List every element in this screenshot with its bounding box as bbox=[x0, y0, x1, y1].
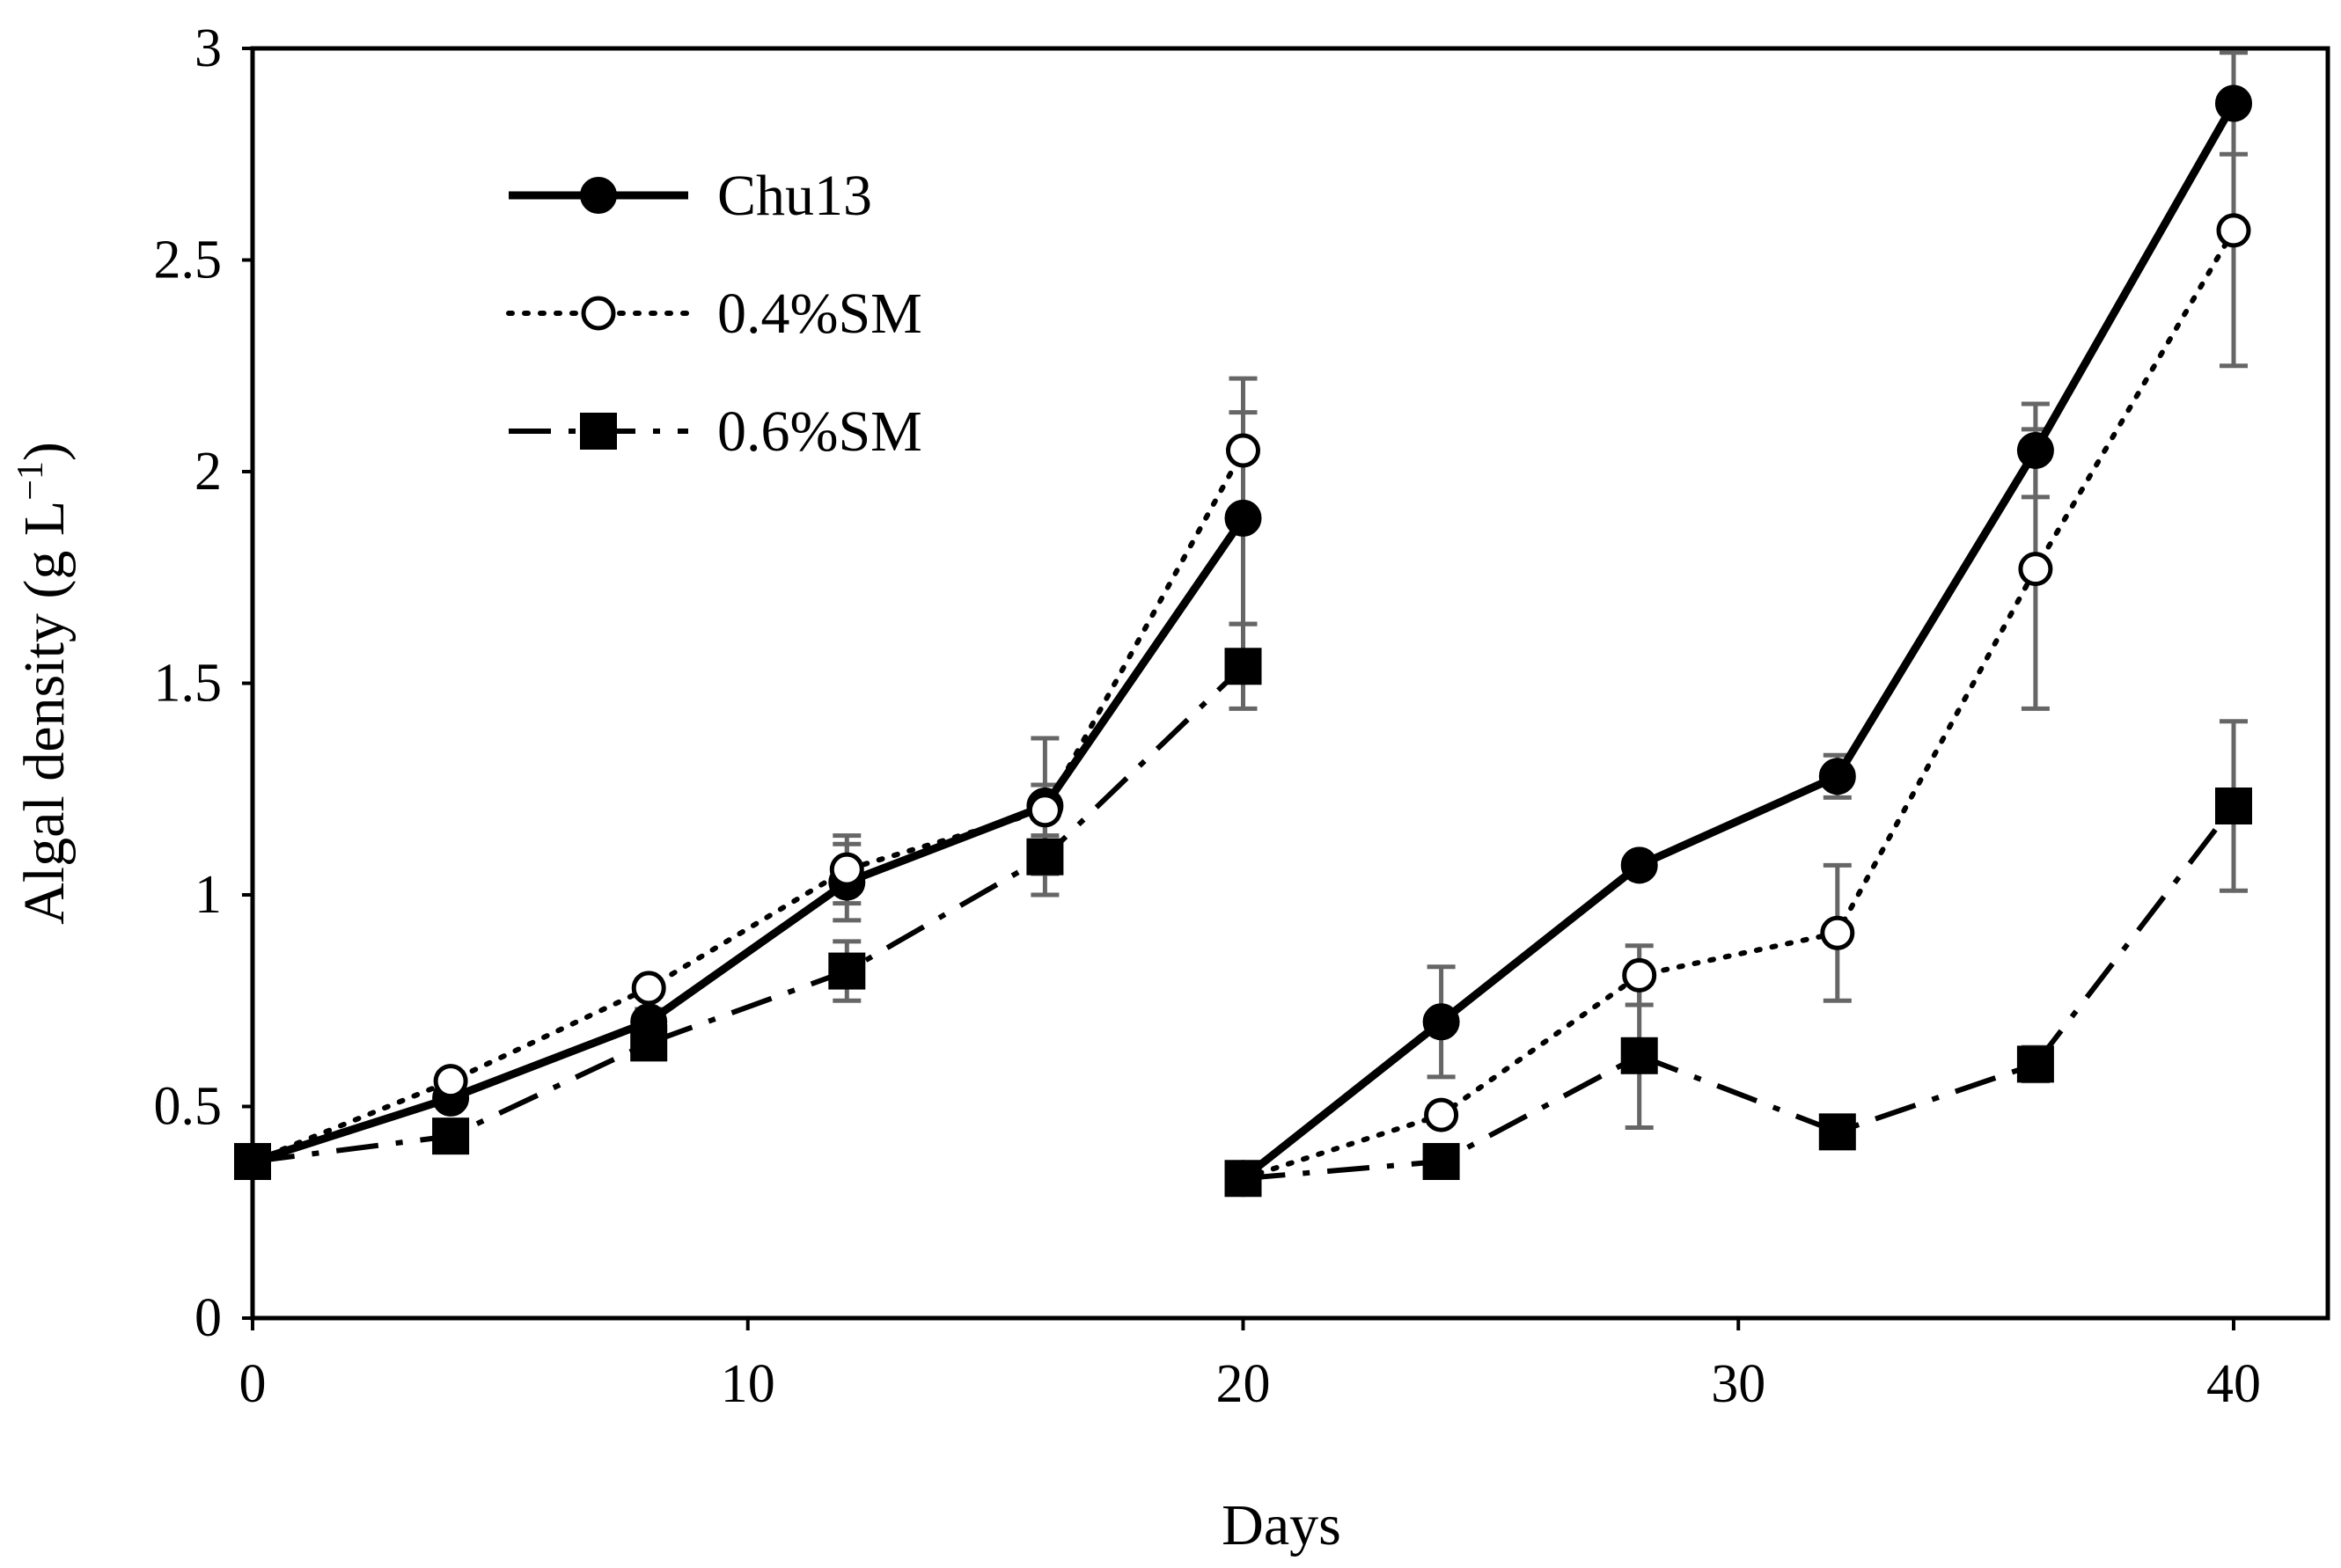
y-axis-title-close: ) bbox=[12, 442, 77, 461]
y-tick-label: 1 bbox=[194, 865, 222, 925]
y-axis-title: Algal density (g L−1) bbox=[11, 442, 77, 925]
y-tick-label: 1.5 bbox=[154, 654, 223, 714]
data-point-0-6-sm bbox=[1620, 1037, 1658, 1074]
series-line-chu13-segment-2 bbox=[1240, 101, 2237, 1182]
legend-marker-chu13 bbox=[580, 177, 617, 214]
x-tick-label: 0 bbox=[239, 1354, 267, 1414]
plot-frame bbox=[250, 46, 2330, 1321]
legend-label-chu13: Chu13 bbox=[717, 164, 872, 228]
data-point-0-4-sm bbox=[2018, 552, 2053, 587]
data-point-chu13 bbox=[1224, 499, 1262, 537]
series-lines-group bbox=[250, 101, 2237, 1182]
data-point-0-6-sm bbox=[630, 1024, 668, 1062]
legend-label-0-4-sm: 0.4%SM bbox=[717, 282, 922, 346]
data-point-0-6-sm bbox=[1026, 838, 1064, 876]
error-bars-group bbox=[437, 50, 2248, 1173]
data-point-0-6-sm bbox=[828, 952, 866, 990]
y-tick-label: 3 bbox=[194, 18, 222, 78]
data-point-chu13 bbox=[2215, 84, 2252, 122]
data-point-0-4-sm bbox=[1226, 433, 1260, 468]
legend: Chu13 0.4%SM 0.6%SM bbox=[506, 164, 922, 464]
data-point-chu13 bbox=[1422, 1003, 1460, 1041]
markers-group bbox=[234, 84, 2252, 1198]
data-point-0-6-sm bbox=[1422, 1143, 1460, 1181]
data-point-0-4-sm bbox=[1622, 957, 1657, 993]
data-point-chu13 bbox=[2016, 431, 2054, 469]
series-line-chu13-segment-1 bbox=[251, 516, 1247, 1166]
data-point-0-4-sm bbox=[829, 852, 864, 887]
data-point-0-6-sm bbox=[2016, 1045, 2054, 1083]
data-point-0-6-sm bbox=[1224, 1160, 1262, 1198]
y-tick-label: 0 bbox=[194, 1288, 222, 1348]
data-point-0-6-sm bbox=[1818, 1113, 1856, 1151]
x-tick-label: 20 bbox=[1216, 1354, 1271, 1414]
series-line-0-6-sm-segment-2 bbox=[1243, 804, 2236, 1182]
data-point-0-4-sm bbox=[1820, 915, 1855, 950]
x-axis-title: Days bbox=[1222, 1493, 1341, 1557]
data-point-chu13 bbox=[1818, 758, 1856, 795]
y-tick-label: 2 bbox=[194, 442, 222, 502]
legend-label-0-6-sm: 0.6%SM bbox=[717, 399, 922, 464]
y-axis-title-superscript: −1 bbox=[11, 461, 51, 501]
x-tick-label: 10 bbox=[721, 1354, 775, 1414]
data-point-0-6-sm bbox=[2215, 787, 2252, 824]
series-line-0-4-sm-segment-1 bbox=[250, 447, 1246, 1165]
legend-marker-0-6-sm bbox=[580, 413, 617, 450]
series-line-0-6-sm-segment-1 bbox=[252, 664, 1245, 1165]
data-point-0-4-sm bbox=[1424, 1097, 1459, 1132]
y-tick-label: 2.5 bbox=[154, 231, 223, 290]
series-line-0-4-sm-segment-2 bbox=[1240, 227, 2236, 1182]
data-point-0-4-sm bbox=[631, 971, 666, 1006]
data-point-0-6-sm bbox=[432, 1117, 470, 1155]
y-tick-label: 0.5 bbox=[154, 1077, 223, 1137]
data-point-0-6-sm bbox=[234, 1143, 271, 1181]
data-point-0-4-sm bbox=[1027, 793, 1062, 828]
x-tick-label: 40 bbox=[2206, 1354, 2261, 1414]
data-point-0-6-sm bbox=[1224, 648, 1262, 685]
data-point-chu13 bbox=[1620, 846, 1658, 884]
data-point-0-4-sm bbox=[433, 1064, 468, 1099]
y-axis-title-main: Algal density (g L bbox=[12, 501, 77, 925]
x-tick-label: 30 bbox=[1711, 1354, 1765, 1414]
legend-marker-0-4-sm bbox=[581, 296, 616, 331]
axes-group: 00.511.522.530 10 20 30 40 bbox=[154, 18, 2330, 1414]
data-point-0-4-sm bbox=[2216, 213, 2251, 248]
